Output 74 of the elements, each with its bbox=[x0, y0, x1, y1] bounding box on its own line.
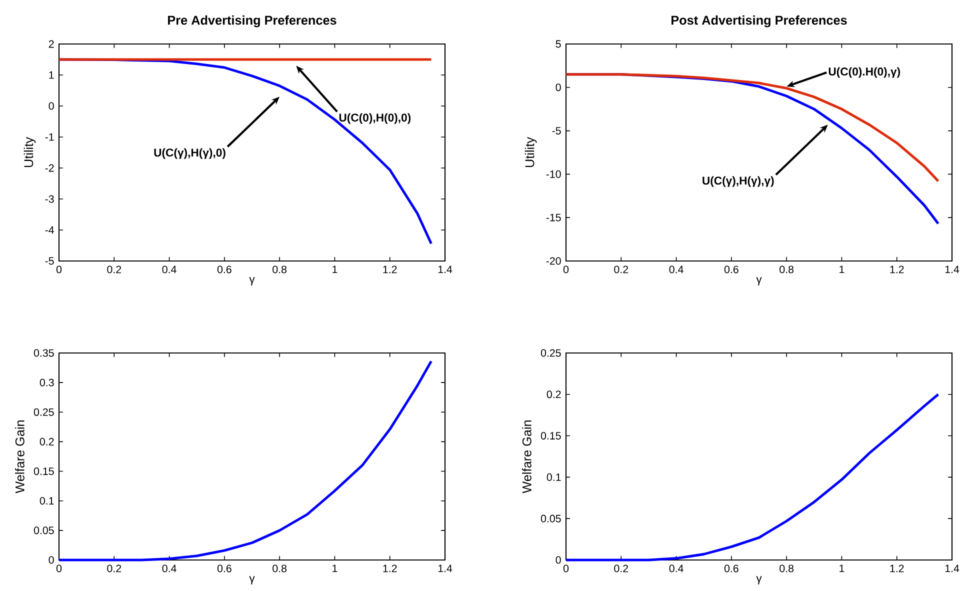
y-tick-label: 0.1 bbox=[546, 473, 561, 481]
x-tick-label: 0.6 bbox=[217, 564, 232, 572]
y-tick-label: 2 bbox=[48, 40, 54, 48]
y-tick-label: 5 bbox=[556, 40, 561, 48]
x-axis-title: γ bbox=[756, 576, 762, 584]
x-tick-label: 0.2 bbox=[614, 266, 628, 274]
annotation: U(C(0).H(0),γ) bbox=[828, 67, 900, 78]
y-tick-label: -5 bbox=[552, 127, 561, 135]
y-axis-title: Welfare Gain bbox=[522, 420, 532, 494]
y-axis-title: Welfare Gain bbox=[15, 420, 24, 494]
y-tick-label: -5 bbox=[45, 257, 54, 265]
y-tick-label: -4 bbox=[45, 226, 54, 234]
x-tick-label: 1 bbox=[332, 564, 338, 572]
annotation: U(C(0),H(0),0) bbox=[339, 113, 411, 124]
y-tick-label: 0.1 bbox=[40, 497, 54, 505]
x-tick-label: 0.8 bbox=[272, 266, 287, 274]
y-axis-title: Utility bbox=[24, 137, 36, 167]
annotation: U(C(γ),H(γ),γ) bbox=[702, 176, 774, 187]
x-tick-label: 1 bbox=[840, 266, 844, 274]
y-tick-label: 0.05 bbox=[34, 526, 54, 534]
x-tick-label: 0.2 bbox=[107, 266, 122, 274]
y-tick-label: -2 bbox=[45, 164, 54, 172]
x-axis-title: γ bbox=[249, 576, 255, 584]
x-tick-label: 0 bbox=[563, 266, 569, 274]
y-tick-label: 0 bbox=[556, 556, 561, 564]
y-tick-label: 0 bbox=[556, 84, 561, 92]
x-tick-label: 0.4 bbox=[162, 564, 176, 572]
y-tick-label: 0.15 bbox=[34, 468, 54, 476]
x-tick-label: 0.8 bbox=[780, 564, 794, 572]
x-tick-label: 1 bbox=[840, 564, 844, 572]
y-tick-label: 0.2 bbox=[40, 438, 54, 446]
chart-title: Pre Advertising Preferences bbox=[168, 15, 336, 28]
y-tick-label: 1 bbox=[49, 71, 54, 79]
x-tick-label: 1.4 bbox=[438, 564, 452, 572]
x-tick-label: 0.6 bbox=[217, 266, 232, 274]
x-tick-label: 0.4 bbox=[669, 266, 684, 274]
x-tick-label: 0 bbox=[563, 564, 569, 572]
x-tick-label: 1.2 bbox=[383, 564, 397, 572]
x-tick-label: 0.2 bbox=[614, 564, 628, 572]
x-tick-label: 0 bbox=[56, 564, 62, 572]
x-tick-label: 0.4 bbox=[162, 266, 176, 274]
x-tick-label: 1.2 bbox=[890, 564, 904, 572]
y-tick-label: 0 bbox=[48, 102, 54, 110]
x-tick-label: 1.2 bbox=[383, 266, 397, 274]
y-tick-label: -20 bbox=[546, 257, 561, 265]
y-tick-label: -15 bbox=[546, 214, 561, 222]
y-tick-label: 0.3 bbox=[40, 378, 54, 386]
x-tick-label: 0.8 bbox=[780, 266, 794, 274]
x-axis-title: γ bbox=[756, 277, 762, 286]
y-tick-label: 0 bbox=[48, 556, 54, 564]
y-tick-label: -10 bbox=[546, 170, 561, 178]
y-tick-label: -1 bbox=[45, 133, 54, 141]
x-axis-title: γ bbox=[249, 277, 255, 286]
x-tick-label: 0.2 bbox=[107, 564, 122, 572]
y-tick-label: 0.25 bbox=[34, 408, 54, 416]
chart-title: Post Advertising Preferences bbox=[672, 15, 847, 28]
x-tick-label: 0.6 bbox=[724, 564, 738, 572]
x-tick-label: 0 bbox=[56, 266, 62, 274]
x-tick-label: 1.2 bbox=[890, 266, 904, 274]
x-tick-label: 1.4 bbox=[438, 266, 452, 274]
annotation: U(C(γ),H(γ),0) bbox=[154, 148, 226, 159]
x-tick-label: 1.4 bbox=[945, 266, 960, 274]
x-tick-label: 1 bbox=[332, 266, 338, 274]
x-tick-label: 0.8 bbox=[272, 564, 287, 572]
x-tick-label: 0.6 bbox=[724, 266, 738, 274]
y-tick-label: 0.05 bbox=[540, 514, 561, 522]
y-tick-label: 0.25 bbox=[540, 349, 561, 357]
y-tick-label: -3 bbox=[45, 195, 54, 203]
y-tick-label: 0.15 bbox=[540, 432, 561, 440]
y-tick-label: 0.2 bbox=[546, 390, 561, 398]
x-tick-label: 0.4 bbox=[669, 564, 684, 572]
y-axis-title: Utility bbox=[524, 137, 537, 167]
x-tick-label: 1.4 bbox=[945, 564, 960, 572]
y-tick-label: 0.35 bbox=[34, 349, 54, 357]
